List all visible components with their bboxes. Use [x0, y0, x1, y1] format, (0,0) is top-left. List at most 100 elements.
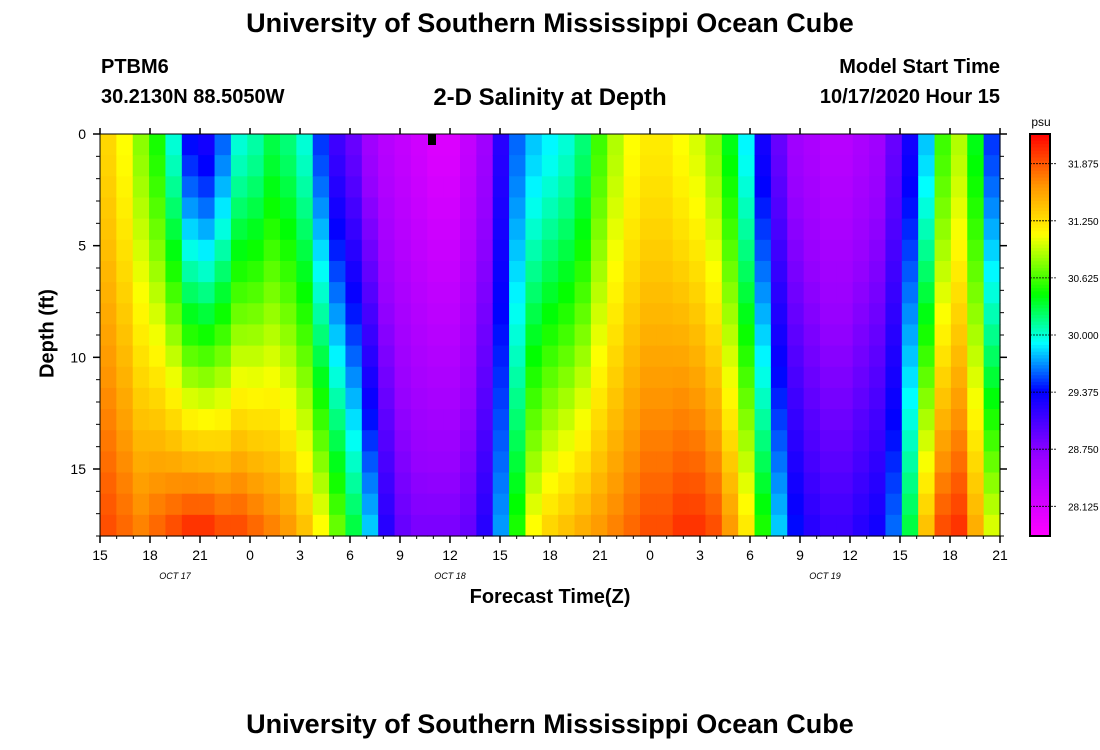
heatmap-cell — [378, 366, 396, 389]
heatmap-cell — [689, 514, 707, 537]
heatmap-cell — [640, 514, 657, 537]
heatmap-cell — [770, 176, 788, 199]
heatmap-cell — [149, 239, 167, 262]
heatmap-cell — [967, 345, 985, 368]
colorbar-swatch — [1030, 140, 1050, 145]
heatmap-cell — [476, 197, 494, 220]
heatmap-cell — [950, 260, 968, 283]
heatmap-cell — [443, 324, 461, 347]
heatmap-cell — [983, 366, 1001, 389]
heatmap-cell — [770, 345, 788, 368]
heatmap-cell — [296, 430, 314, 452]
heatmap-cell — [312, 451, 330, 474]
heatmap-cell — [574, 239, 592, 262]
heatmap-cell — [427, 197, 445, 220]
heatmap-cell — [787, 387, 805, 410]
heatmap-cell — [476, 176, 494, 199]
heatmap-cell — [361, 345, 379, 368]
heatmap-cell — [361, 472, 379, 495]
heatmap-cell — [116, 387, 134, 410]
y-tick-label: 10 — [70, 349, 86, 365]
heatmap-cell — [116, 324, 134, 347]
heatmap-cell — [754, 303, 772, 326]
heatmap-cell — [672, 387, 690, 410]
heatmap-cell — [116, 451, 134, 474]
heatmap-cell — [165, 366, 183, 389]
heatmap-cell — [132, 366, 150, 389]
heatmap-cell — [541, 451, 559, 474]
heatmap-cell — [181, 282, 199, 304]
colorbar-swatch — [1030, 499, 1050, 504]
colorbar-swatch — [1030, 157, 1050, 162]
heatmap-cell — [934, 134, 952, 156]
colorbar-tick-label: 28.125 — [1068, 502, 1099, 513]
colorbar-swatch — [1030, 502, 1050, 507]
heatmap-cell — [378, 430, 396, 452]
heatmap-cell — [214, 430, 232, 452]
heatmap-cell — [885, 197, 903, 220]
heatmap-cell — [230, 197, 248, 220]
heatmap-cell — [705, 430, 723, 452]
heatmap-cell — [901, 239, 919, 262]
heatmap-cell — [869, 472, 887, 495]
heatmap-cell — [492, 472, 510, 495]
heatmap-cell — [770, 514, 788, 537]
heatmap-cell — [623, 176, 641, 199]
heatmap-cell — [247, 176, 265, 199]
colorbar-swatch — [1030, 365, 1050, 370]
heatmap-cell — [901, 155, 919, 177]
heatmap-cell — [983, 430, 1001, 452]
heatmap-cell — [198, 176, 216, 199]
colorbar-tick-label: 31.250 — [1068, 217, 1099, 228]
heatmap-cell — [869, 239, 887, 262]
heatmap-cell — [181, 239, 199, 262]
heatmap-cell — [198, 282, 216, 304]
heatmap-cell — [672, 303, 690, 326]
heatmap-cell — [918, 430, 936, 452]
heatmap-cell — [247, 514, 265, 537]
heatmap-cell — [476, 239, 494, 262]
heatmap-cell — [967, 493, 985, 516]
heatmap-cell — [378, 409, 396, 431]
model-start-value: 10/17/2020 Hour 15 — [819, 86, 1000, 108]
heatmap-cell — [312, 197, 330, 220]
heatmap-cell — [460, 493, 477, 516]
heatmap-cell — [738, 239, 756, 262]
heatmap-cell — [623, 282, 641, 304]
heatmap-cell — [247, 260, 265, 283]
heatmap-cell — [329, 282, 347, 304]
heatmap-cell — [525, 366, 543, 389]
heatmap-cell — [950, 430, 968, 452]
heatmap-cell — [590, 197, 608, 220]
heatmap-cell — [754, 260, 772, 283]
heatmap-cell — [214, 324, 232, 347]
heatmap-cell — [460, 324, 477, 347]
heatmap-cell — [738, 324, 756, 347]
heatmap-cell — [329, 176, 347, 199]
colorbar-swatch — [1030, 492, 1050, 497]
heatmap-cell — [492, 197, 510, 220]
heatmap-cell — [967, 472, 985, 495]
heatmap-cell — [100, 430, 117, 452]
heatmap-cell — [918, 387, 936, 410]
heatmap-cell — [181, 493, 199, 516]
heatmap-cell — [967, 176, 985, 199]
heatmap-cell — [214, 493, 232, 516]
heatmap-cell — [950, 303, 968, 326]
x-axis-date-labels: OCT 17 OCT 18 OCT 19 — [159, 571, 841, 581]
heatmap-cell — [427, 239, 445, 262]
heatmap-cell — [100, 218, 117, 241]
heatmap-cell — [165, 239, 183, 262]
heatmap-cell — [410, 345, 428, 368]
heatmap-cell — [803, 514, 821, 537]
heatmap-cell — [738, 197, 756, 220]
heatmap-cell — [689, 345, 707, 368]
heatmap-cell — [509, 218, 527, 241]
heatmap-cell — [198, 493, 216, 516]
heatmap-cell — [410, 218, 428, 241]
heatmap-cell — [165, 324, 183, 347]
heatmap-cell — [492, 282, 510, 304]
heatmap-cell — [640, 387, 657, 410]
heatmap-cell — [901, 134, 919, 156]
heatmap-cell — [509, 387, 527, 410]
